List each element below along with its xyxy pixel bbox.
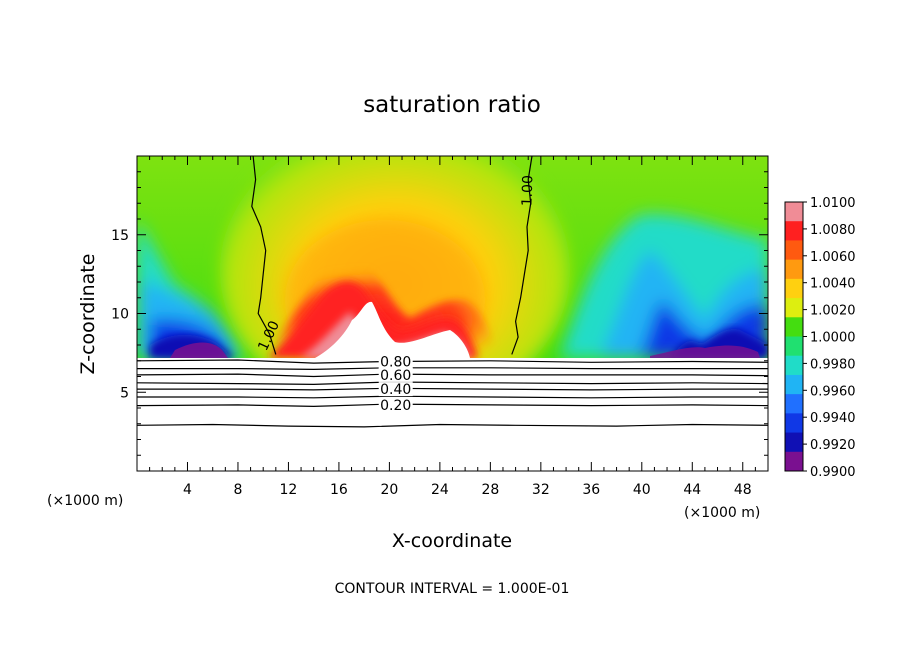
colorbar-swatch xyxy=(785,374,803,395)
contour-label: 1.00 xyxy=(519,175,536,207)
x-tick-label: 8 xyxy=(233,482,242,498)
colorbar-swatch xyxy=(785,451,803,472)
x-unit-left: (×1000 m) xyxy=(47,493,123,509)
chart-title: saturation ratio xyxy=(363,92,541,118)
contour-line xyxy=(251,156,277,355)
contour-label-bg xyxy=(378,367,413,382)
x-tick-label: 12 xyxy=(280,482,298,498)
contour-line xyxy=(137,381,768,386)
contour-label-bg xyxy=(378,382,413,397)
contour-line xyxy=(511,156,533,355)
x-tick-label: 20 xyxy=(380,482,398,498)
colorbar-tick-label: 0.9960 xyxy=(810,384,856,399)
colorbar-swatch xyxy=(785,432,803,453)
colorbar-tick-label: 1.0000 xyxy=(810,331,856,346)
colorbar-tick-label: 1.0060 xyxy=(810,250,856,265)
colorbar-swatch xyxy=(785,202,803,222)
contour-line xyxy=(137,387,768,391)
colorbar-tick-label: 0.9900 xyxy=(810,465,856,480)
x-tick-label: 28 xyxy=(481,482,499,498)
y-axis: 5 10 15 xyxy=(111,171,768,456)
colorbar-swatch xyxy=(785,336,803,357)
x-tick-label: 32 xyxy=(532,482,550,498)
x-tick-label: 16 xyxy=(330,482,348,498)
x-tick-label: 4 xyxy=(183,482,192,498)
y-tick-label: 10 xyxy=(111,307,129,323)
contour-line xyxy=(137,359,768,364)
contour-line xyxy=(137,373,768,378)
y-axis-title: Z-coordinate xyxy=(77,254,99,375)
field-plume-core xyxy=(315,301,470,358)
x-tick-label: 40 xyxy=(633,482,651,498)
field-plume xyxy=(220,156,570,415)
colorbar-swatch xyxy=(785,355,803,376)
colorbar-swatch xyxy=(785,278,803,299)
colorbar-tick-label: 1.0080 xyxy=(810,223,856,238)
contour-label: 0.80 xyxy=(380,355,411,371)
colorbar: 1.0100 1.0080 1.0060 1.0040 1.0020 1.0000 0.99… xyxy=(784,196,856,480)
colorbar-swatch xyxy=(785,394,803,414)
contour-label: 0.20 xyxy=(380,398,411,414)
x-unit-right: (×1000 m) xyxy=(684,505,760,521)
contour-label-bg xyxy=(378,397,413,412)
contour-label: 0.60 xyxy=(380,368,411,384)
field-lower xyxy=(137,358,768,471)
colorbar-tick-label: 0.9980 xyxy=(810,357,856,372)
colorbar-swatch xyxy=(785,317,803,337)
y-tick-label: 5 xyxy=(120,385,129,401)
contour-label-bg xyxy=(378,354,413,369)
y-tick-label: 15 xyxy=(111,228,129,244)
heatmap-field: 1.001.000.800.600.400.20 xyxy=(137,156,768,471)
x-axis-title: X-coordinate xyxy=(392,530,512,552)
colorbar-swatch xyxy=(785,259,803,280)
colorbar-tick-label: 0.9920 xyxy=(810,438,856,453)
x-tick-label: 24 xyxy=(431,482,449,498)
contour-line xyxy=(137,403,768,408)
contour-label: 0.40 xyxy=(380,382,411,398)
colorbar-tick-label: 0.9940 xyxy=(810,411,856,426)
contour-line xyxy=(137,395,768,399)
field-edge-left xyxy=(170,342,228,358)
x-tick-label: 44 xyxy=(683,482,701,498)
contour-lines: 1.001.000.800.600.400.20 xyxy=(137,156,768,428)
x-tick-label: 36 xyxy=(582,482,600,498)
colorbar-swatch xyxy=(785,221,803,241)
contour-line xyxy=(137,367,768,371)
colorbar-swatch xyxy=(785,298,803,318)
colorbar-tick-label: 1.0100 xyxy=(810,196,856,211)
contour-line xyxy=(137,423,768,428)
x-tick-label: 48 xyxy=(734,482,752,498)
field-edge-right xyxy=(650,345,760,358)
colorbar-swatch xyxy=(785,240,803,261)
colorbar-tick-label: 1.0040 xyxy=(810,277,856,292)
colorbar-tick-label: 1.0020 xyxy=(810,304,856,319)
contour-interval-note: CONTOUR INTERVAL = 1.000E-01 xyxy=(335,581,570,597)
x-axis: 4 8 12 16 20 24 28 32 36 40 44 48 xyxy=(149,156,756,498)
colorbar-swatch xyxy=(785,413,803,434)
